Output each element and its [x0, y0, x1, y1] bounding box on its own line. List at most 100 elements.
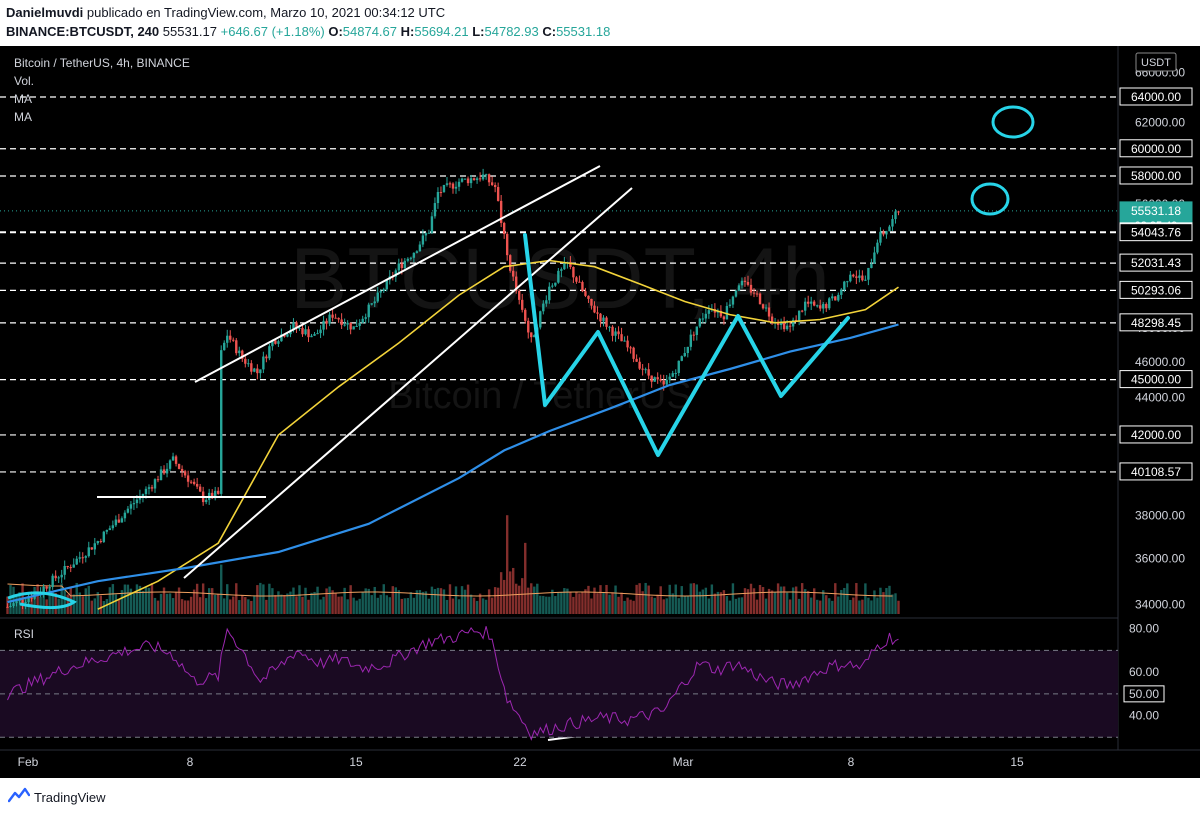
volume-bar [60, 583, 63, 614]
candle-body [861, 275, 864, 281]
volume-bar [204, 598, 208, 614]
candle-body [810, 301, 813, 304]
trendline-lower[interactable] [183, 187, 633, 579]
volume-bar [75, 582, 78, 614]
volume-bar [505, 515, 509, 614]
pattern-zigzag[interactable] [523, 233, 850, 457]
candle-body [843, 281, 846, 290]
candle-body [51, 575, 54, 587]
volume-bar [870, 600, 873, 614]
candle-body [364, 317, 367, 319]
legend-ma-2[interactable]: MA [14, 110, 32, 124]
volume-bar [794, 586, 798, 614]
price-label-text: 52031.43 [1131, 256, 1181, 270]
volume-bar [9, 585, 12, 614]
candle-body [740, 280, 744, 286]
chart-svg[interactable]: BTCUSDT, 4h Bitcoin / TetherUS RSI 34000… [0, 46, 1200, 778]
candle-body [451, 183, 455, 189]
author-name[interactable]: Danielmuvdi [6, 5, 84, 20]
candle-body [725, 306, 729, 320]
currency-badge[interactable]: USDT [1135, 52, 1177, 72]
target-circle-lower[interactable] [970, 182, 1010, 216]
volume-bar [831, 600, 834, 614]
volume-bar [382, 584, 385, 614]
currency-badge-box[interactable] [1135, 52, 1177, 72]
candle-body [75, 558, 78, 565]
candle-body [816, 305, 819, 307]
candle-body [527, 320, 530, 333]
price-label-box[interactable] [1119, 370, 1193, 389]
candle-body [12, 603, 15, 606]
price-label-box[interactable] [1119, 313, 1193, 332]
candle-body [259, 369, 262, 374]
volume-ma-line [7, 583, 893, 597]
price-label-box[interactable] [1119, 87, 1193, 106]
volume-bar [102, 600, 106, 614]
candle-body [370, 303, 373, 305]
price-axis[interactable]: 34000.0036000.0038000.0040000.0042000.00… [1119, 65, 1193, 723]
volume-bar [358, 598, 361, 614]
volume-bar [858, 600, 861, 614]
price-label-box[interactable] [1119, 425, 1193, 444]
volume-bar [521, 578, 524, 614]
candle-body [373, 301, 376, 304]
candle-body [825, 304, 828, 309]
price-label-box[interactable] [1119, 166, 1193, 185]
volume-bar [448, 584, 452, 614]
price-label-box[interactable] [1119, 139, 1193, 158]
candle-body [758, 293, 762, 305]
volume-bar [454, 586, 458, 614]
trendline-upper[interactable] [194, 165, 601, 383]
footer-brand[interactable]: TradingView [34, 790, 106, 805]
candle-body [764, 307, 768, 309]
candle-body [722, 316, 726, 320]
volume-bar [656, 594, 659, 614]
candle-body [412, 252, 416, 258]
chart-area[interactable]: BTCUSDT, 4h Bitcoin / TetherUS RSI 34000… [0, 46, 1200, 778]
time-axis[interactable]: Feb 8 15 22 Mar 8 15 [18, 755, 1024, 769]
volume-bar [828, 598, 831, 614]
candle-body [840, 289, 843, 295]
volume-bar [837, 596, 840, 614]
price-label-box[interactable] [1119, 280, 1193, 299]
candle-body [819, 305, 822, 309]
legend-vol[interactable]: Vol. [14, 74, 35, 88]
candle-body [6, 606, 9, 608]
volume-bar [120, 590, 124, 614]
price-label-box[interactable] [1119, 223, 1193, 242]
candle-body [767, 307, 771, 317]
time-tick-label: 8 [187, 755, 194, 769]
volume-bar [232, 596, 235, 614]
volume-bar [813, 588, 816, 614]
volume-bar [590, 598, 593, 614]
target-circle-upper[interactable] [991, 105, 1035, 139]
candle-body [406, 258, 410, 261]
candle-body [123, 512, 127, 519]
candle-body [797, 310, 801, 322]
ma-slow-line[interactable] [7, 323, 899, 604]
candle-body [346, 322, 349, 325]
legend-ma-1[interactable]: MA [14, 92, 32, 106]
volume-bar [788, 599, 792, 614]
volume-bar [376, 597, 379, 614]
candle-body [493, 185, 497, 188]
candle-body [749, 284, 753, 293]
candle-body [785, 325, 789, 330]
drawings[interactable] [7, 105, 1035, 741]
volume-bar [629, 599, 632, 614]
candle-body [496, 187, 500, 201]
candle-body [834, 296, 837, 301]
candle-body [897, 211, 900, 213]
volume-bar [734, 598, 738, 614]
price-label-box[interactable] [1119, 253, 1193, 272]
time-tick-label: 15 [349, 755, 363, 769]
volume-bar [879, 587, 882, 614]
cyan-stroke-bottom-left[interactable] [7, 591, 77, 609]
price-label-box[interactable] [1119, 462, 1193, 481]
volume-bar [779, 586, 783, 614]
price-label-text: 55531.18 [1131, 204, 1181, 218]
volume-bar [117, 599, 121, 614]
rsi-tick-label: 40.00 [1129, 709, 1159, 723]
volume-bar [515, 583, 518, 614]
candle-body [508, 255, 512, 271]
